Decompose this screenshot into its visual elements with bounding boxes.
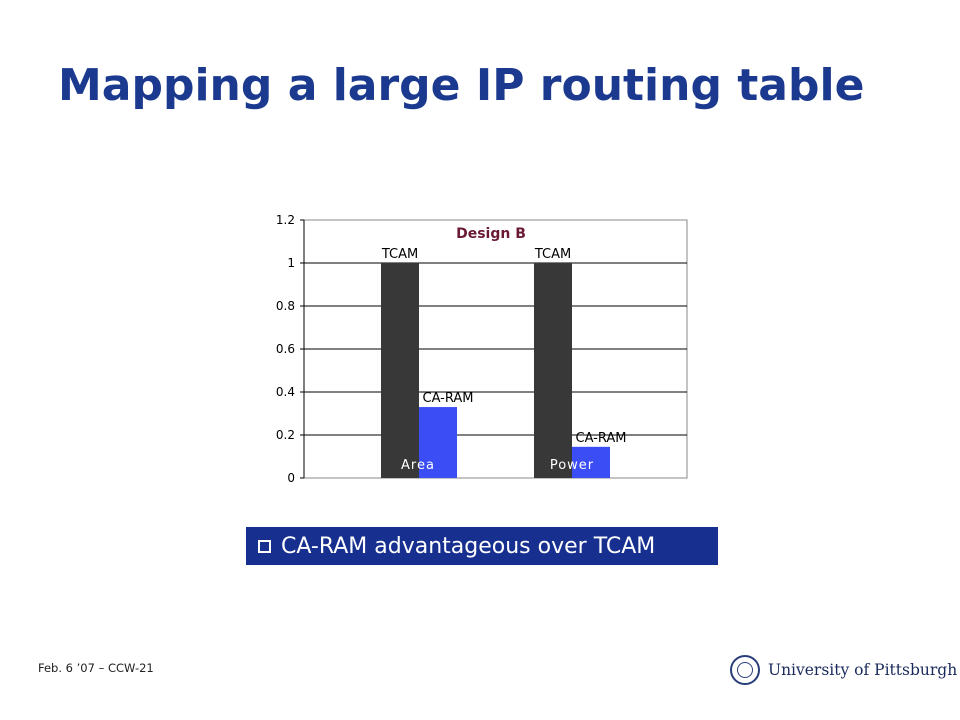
square-bullet-icon xyxy=(258,539,271,553)
bar-tcam-power xyxy=(534,263,572,478)
slide-title: Mapping a large IP routing table xyxy=(58,60,865,111)
category-label: Area xyxy=(401,458,435,473)
university-seal-icon xyxy=(730,655,760,685)
footer-text: Feb. 6 ’07 – CCW-21 xyxy=(38,661,154,675)
y-tick-label: 0.6 xyxy=(276,342,295,356)
university-logo: University of Pittsburgh xyxy=(730,655,957,685)
bar-ca-ram-area xyxy=(419,407,457,478)
callout-text: CA-RAM advantageous over TCAM xyxy=(281,533,656,559)
y-tick-label: 0 xyxy=(287,471,295,485)
chart-title: Design B xyxy=(456,226,526,242)
category-label: Power xyxy=(550,458,594,473)
logo-text: University of Pittsburgh xyxy=(768,661,958,679)
bar-label: CA-RAM xyxy=(576,431,627,446)
bar-label: TCAM xyxy=(381,247,418,262)
bar-label: TCAM xyxy=(534,247,571,262)
y-tick-label: 0.2 xyxy=(276,428,295,442)
y-tick-label: 0.4 xyxy=(276,385,295,399)
callout-box: CA-RAM advantageous over TCAM xyxy=(246,527,718,565)
y-tick-label: 1 xyxy=(287,256,295,270)
y-tick-label: 0.8 xyxy=(276,299,295,313)
bar-label: CA-RAM xyxy=(423,391,474,406)
bar-tcam-area xyxy=(381,263,419,478)
y-tick-label: 1.2 xyxy=(276,213,295,227)
bar-ca-ram-power xyxy=(572,446,610,478)
